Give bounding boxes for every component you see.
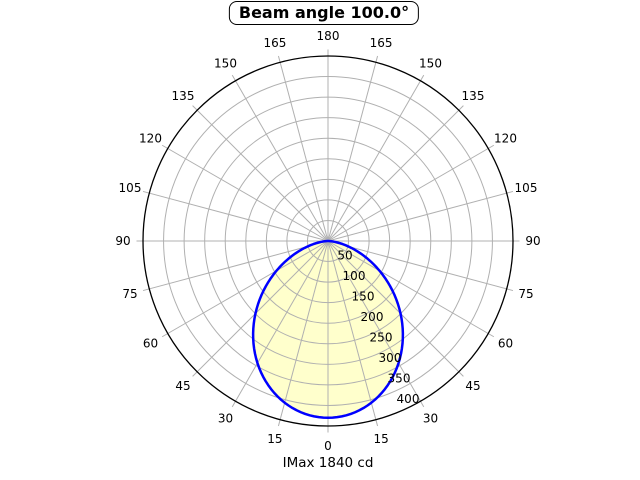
polar-grid-spoke — [327, 240, 425, 408]
angular-tick-label: 90 — [525, 234, 540, 248]
angular-tick-label: 150 — [214, 57, 237, 71]
angular-tick-label: 0 — [324, 439, 332, 453]
outer-circle-layer — [142, 55, 514, 427]
angular-tick-label: 135 — [172, 89, 195, 103]
angular-tick-label: 150 — [419, 57, 442, 71]
chart-title-box: Beam angle 100.0° — [228, 1, 420, 25]
angular-tick-label: 15 — [373, 432, 388, 446]
angular-tick-label: 15 — [267, 432, 282, 446]
beam-curve-layer — [251, 239, 405, 420]
polar-grid-spoke — [192, 240, 329, 377]
angular-tick-label: 30 — [218, 412, 233, 426]
polar-grid-spoke — [327, 240, 464, 377]
angular-tick-label: 105 — [119, 181, 142, 195]
polar-grid-spoke — [327, 74, 425, 242]
polar-grid-spoke — [327, 240, 514, 292]
angular-tick-label: 120 — [494, 132, 517, 146]
angular-tick-label: 30 — [423, 412, 438, 426]
angular-tick-label: 165 — [263, 36, 286, 50]
radial-tick-label: 50 — [337, 249, 352, 263]
imax-label: IMax 1840 cd — [282, 455, 374, 471]
angular-tick-label: 180 — [317, 29, 340, 43]
radial-tick-label: 350 — [388, 372, 411, 386]
beam-curve — [251, 239, 405, 420]
angular-labels-layer: 0 15 15 30 30 45 45 60 60 75 75 90 90 105 105 120 120 135… — [115, 29, 540, 453]
radial-tick-label: 200 — [361, 310, 384, 324]
angular-tick-label: 135 — [462, 89, 485, 103]
polar-grid-spoke — [231, 74, 329, 242]
polar-grid-spoke — [161, 240, 329, 338]
polar-grid-spoke — [327, 144, 495, 242]
angular-tick-label: 45 — [175, 379, 190, 393]
angular-tick-label: 60 — [498, 337, 513, 351]
polar-grid-spoke — [231, 240, 329, 408]
polar-grid-layer — [136, 49, 520, 433]
angular-tick-label: 75 — [518, 287, 533, 301]
angular-tick-label: 105 — [515, 181, 538, 195]
polar-grid-spoke — [327, 240, 495, 338]
radial-tick-label: 100 — [343, 269, 366, 283]
radial-tick-label: 250 — [370, 331, 393, 345]
polar-grid-spoke — [327, 190, 514, 242]
radial-labels-layer: 50 100 150 200 250 300 350 400 — [337, 249, 419, 407]
polar-grid-spoke — [277, 55, 329, 242]
polar-grid-spoke — [161, 144, 329, 242]
radial-tick-label: 300 — [379, 351, 402, 365]
chart-title: Beam angle 100.0° — [238, 3, 410, 22]
polar-grid-spoke — [192, 105, 329, 242]
angular-tick-label: 75 — [122, 287, 137, 301]
angular-tick-label: 120 — [139, 132, 162, 146]
polar-grid-spoke — [327, 240, 379, 427]
angular-tick-label: 90 — [115, 234, 130, 248]
angular-tick-label: 165 — [370, 36, 393, 50]
polar-grid-spoke — [327, 55, 379, 242]
polar-grid-spoke — [142, 240, 329, 292]
radial-tick-label: 400 — [397, 392, 420, 406]
angular-tick-label: 45 — [465, 379, 480, 393]
radial-tick-label: 150 — [352, 290, 375, 304]
polar-grid-spoke — [277, 240, 329, 427]
polar-grid-spoke — [327, 105, 464, 242]
polar-grid-spoke — [142, 190, 329, 242]
angular-tick-label: 60 — [143, 337, 158, 351]
outer-circle — [142, 55, 514, 427]
